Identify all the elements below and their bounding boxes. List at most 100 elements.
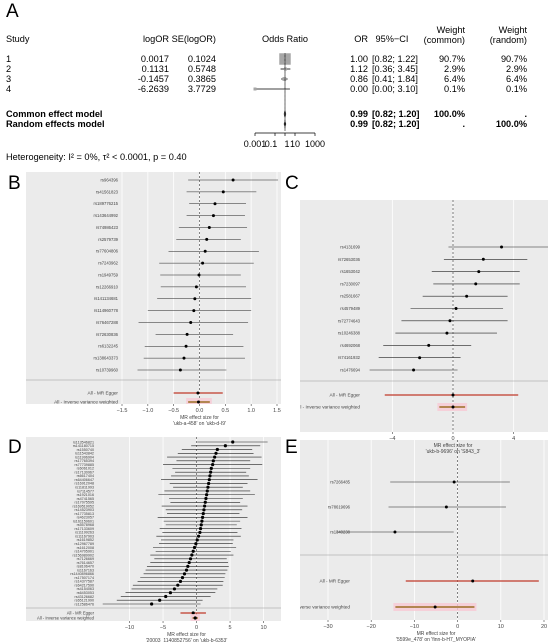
pooled-or-random: 0.99 [350, 119, 368, 129]
x-axis-title: '5599e_478' on 'finn-b-H7_MYOPIA' [396, 637, 476, 642]
snp-label: rs17765394 [75, 459, 94, 463]
forest-panel-c: rs4131699 rs72653036 rs1653042 rs7230097 rs2… [300, 200, 548, 432]
snp-estimate-point [197, 273, 201, 277]
snp-estimate-point [215, 447, 219, 452]
x-tick-label: −1.5 [117, 408, 128, 414]
pooled-or-common: 0.99 [350, 109, 368, 119]
snp-estimate-point [211, 459, 215, 463]
x-tick-label: 5 [229, 625, 232, 631]
snp-estimate-point [202, 508, 206, 512]
x-tick-label: −4 [389, 436, 395, 442]
row-ci: [0.00; 3.10] [372, 84, 418, 94]
snp-label: rs78619696 [328, 504, 351, 509]
x-tick-label: 0.5 [222, 408, 230, 414]
snp-label: rs76467288 [96, 320, 119, 325]
snp-label: rs1167163 [77, 568, 94, 572]
x-axis-title: 'ukb-b-9696' on 'S843_3' [426, 449, 481, 455]
header-weight-common-2: (common) [424, 35, 465, 45]
snp-estimate-point [182, 572, 187, 576]
x-tick-label: 0 [451, 436, 454, 442]
pooled-weight-common-random: . [462, 119, 465, 129]
snp-estimate-point [211, 463, 215, 467]
snp-estimate-point [500, 245, 504, 249]
forest-svg-d: rs113546821rs141180715rs1550740rs1154384… [26, 437, 281, 621]
snp-label: rs6617404 [77, 474, 94, 478]
header-weight-random-1: Weight [499, 25, 528, 35]
summary-label: All - MR Egger [320, 578, 351, 583]
snp-label: rs169519052 [72, 504, 94, 508]
snp-label: rs11543842 [75, 452, 94, 456]
snp-label: rs964396 [101, 177, 119, 182]
x-tick-label: −10 [125, 625, 134, 631]
heterogeneity-text: Heterogeneity: I² = 0%, τ² < 0.0001, p =… [6, 152, 187, 162]
snp-estimate-point [427, 343, 431, 347]
snp-estimate-point [203, 504, 207, 508]
snp-estimate-point [200, 519, 204, 523]
snp-estimate-point [178, 368, 182, 372]
snp-label: rs74986423 [96, 225, 119, 230]
snp-estimate-point [205, 489, 209, 493]
snp-estimate-point [176, 583, 180, 587]
x-tick-label: 10 [290, 139, 300, 149]
snp-label: rs17075595 [75, 501, 94, 505]
snp-estimate-point [191, 549, 195, 553]
x-axis-title: 'ukb-a-458' on 'ukb-d-I9' [173, 421, 226, 427]
row-logor: -6.2639 [138, 84, 169, 94]
snp-estimate-point [454, 307, 458, 310]
snp-estimate-point [185, 332, 189, 336]
x-tick-label: 10 [261, 625, 267, 631]
header-ci: 95%−CI [376, 34, 409, 44]
snp-label: rs141134681 [94, 296, 119, 301]
snp-label: rs7614657 [77, 561, 94, 565]
row-weight-common: 90.7% [439, 54, 465, 64]
x-tick-label: −1.0 [142, 408, 153, 414]
snp-label: rs7230097 [340, 281, 360, 286]
panel-label-a: A [6, 1, 19, 22]
snp-estimate-point [190, 553, 194, 557]
summary-label: All - MR Egger [88, 390, 119, 395]
snp-estimate-point [182, 356, 186, 360]
summary-estimate-point [433, 605, 437, 609]
summary-estimate-point [196, 391, 200, 395]
summary-estimate-point [191, 611, 195, 615]
summary-estimate-point [196, 400, 200, 404]
snp-estimate-point [188, 557, 193, 561]
snp-estimate-point [196, 534, 201, 538]
snp-label: rs72653036 [338, 257, 361, 262]
snp-estimate-point [198, 527, 203, 531]
row-or: 0.00 [350, 84, 368, 94]
snp-estimate-point [168, 591, 173, 595]
header-selogor: SE(logOR) [172, 34, 216, 44]
snp-label: rs4131699 [340, 244, 360, 249]
snp-estimate-point [192, 545, 197, 550]
row-weight-random: 2.9% [506, 64, 527, 74]
snp-label: rs17130967 [75, 470, 94, 474]
snp-estimate-point [481, 257, 485, 261]
snp-label: rs1619852 [77, 538, 94, 542]
snp-label: rs4741565 [77, 497, 94, 501]
snp-estimate-point [201, 511, 205, 516]
forest-svg-b: rs964396 rs41561823 rs189776215 rs143644992… [26, 172, 281, 404]
row-study: 1 [6, 54, 11, 64]
forest-svg-c: rs4131699 rs72653036 rs1653042 rs7230097 rs2… [300, 200, 548, 432]
x-tick-label: 1 [284, 139, 289, 149]
study-estimate-square [282, 77, 287, 81]
snp-label: rs4623057 [77, 516, 94, 520]
panel-label-d: D [8, 437, 22, 458]
snp-estimate-point [193, 297, 197, 301]
header-or: OR [354, 34, 368, 44]
row-study: 2 [6, 64, 11, 74]
snp-estimate-point [158, 598, 162, 602]
forest-svg-e: rs7266485 rs78619696 rs1340238 All - MR Egg… [300, 440, 548, 620]
pooled-weight-random-random: 100.0% [496, 119, 527, 129]
snp-estimate-point [201, 261, 205, 265]
snp-estimate-point [465, 294, 469, 298]
snp-label: rs114960778 [94, 308, 119, 313]
study-estimate-square [283, 67, 287, 71]
snp-estimate-point [207, 478, 211, 482]
snp-label: rs16912048 [75, 482, 94, 486]
snp-label: rs10739960 [96, 367, 119, 372]
x-axis-title: MR effect size for [434, 443, 473, 449]
snp-estimate-point [203, 500, 207, 504]
snp-label: rs6453053 [77, 591, 94, 595]
